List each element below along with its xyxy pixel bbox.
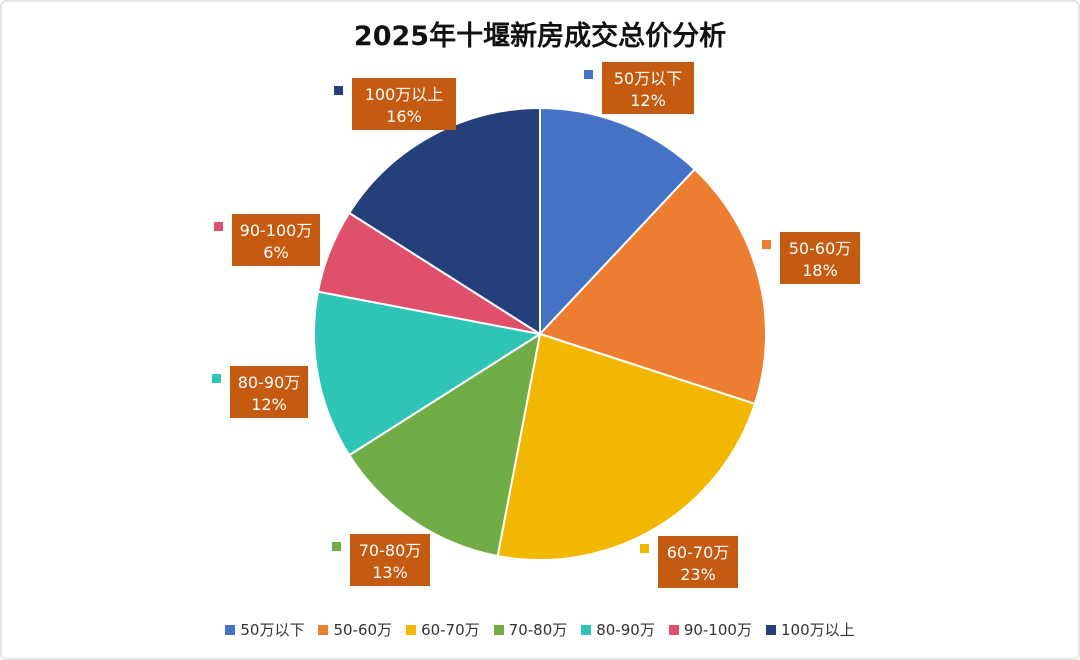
slice-label-swatch (332, 542, 341, 551)
legend-swatch (318, 624, 329, 635)
pie-slice-1 (539, 106, 697, 337)
legend-swatch (765, 624, 776, 635)
pie-slice-3 (496, 332, 757, 561)
slice-label-category: 100万以上 (365, 85, 444, 104)
slice-label-category: 80-90万 (238, 373, 301, 392)
slice-label-percent: 6% (263, 243, 288, 262)
slice-label-category: 70-80万 (359, 541, 422, 560)
slice-label-6: 90-100万 6% (214, 214, 320, 266)
pie-slice-5 (313, 290, 543, 457)
slice-label-percent: 16% (386, 107, 422, 126)
legend-label: 70-80万 (508, 621, 568, 639)
slice-label-7: 100万以上 16% (334, 78, 456, 130)
legend-item: 100万以上 (765, 619, 855, 640)
slice-label-box (230, 366, 308, 418)
legend-item: 50万以下 (225, 619, 304, 640)
slice-label-box (658, 536, 738, 588)
slice-label-category: 50-60万 (789, 239, 852, 258)
legend-label: 80-90万 (596, 621, 655, 639)
slice-label-box (232, 214, 320, 266)
legend-item: 70-80万 (493, 619, 568, 640)
legend-item: 60-70万 (406, 619, 480, 640)
chart-title: 2025年十堰新房成交总价分析 (353, 21, 727, 52)
legend-swatch (581, 624, 592, 635)
legend-swatch (406, 624, 417, 635)
slice-label-box (780, 232, 860, 284)
slice-label-percent: 12% (251, 395, 287, 414)
slice-label-box (350, 534, 430, 586)
legend-swatch (225, 624, 236, 635)
legend-item: 80-90万 (581, 619, 655, 640)
legend-label: 50万以下 (240, 621, 305, 639)
legend-label: 90-100万 (683, 621, 752, 639)
legend-item: 90-100万 (668, 619, 752, 640)
slice-label-swatch (334, 86, 343, 95)
pie-slice-7 (347, 106, 541, 336)
legend-label: 50-60万 (333, 621, 393, 639)
slice-label-percent: 13% (372, 563, 408, 582)
slice-label-swatch (640, 544, 649, 553)
legend-swatch (668, 624, 679, 635)
slice-label-percent: 18% (802, 261, 838, 280)
pie-slice-2 (538, 167, 767, 406)
slice-label-1: 50万以下 12% (584, 62, 694, 114)
slice-label-4: 70-80万 13% (332, 534, 430, 586)
slice-label-swatch (584, 70, 593, 79)
legend-item: 50-60万 (318, 619, 392, 640)
slice-label-swatch (762, 240, 771, 249)
legend-label: 60-70万 (421, 621, 480, 639)
chart-legend: 50万以下 50-60万 60-70万 70-80万 80-90万 90-100万 100万… (0, 619, 1080, 640)
slice-label-category: 50万以下 (614, 69, 682, 88)
slice-label-category: 60-70万 (667, 543, 730, 562)
slice-label-swatch (212, 374, 221, 383)
slice-label-category: 90-100万 (240, 221, 313, 240)
slice-label-5: 80-90万 12% (212, 366, 308, 418)
slice-label-percent: 23% (680, 565, 716, 584)
slice-label-percent: 12% (630, 91, 666, 110)
slice-label-2: 50-60万 18% (762, 232, 860, 284)
slice-label-swatch (214, 222, 223, 231)
legend-swatch (493, 624, 504, 635)
pie-slice-4 (347, 331, 542, 558)
slice-label-3: 60-70万 23% (640, 536, 738, 588)
legend-label: 100万以上 (780, 621, 855, 639)
slice-label-box (602, 62, 694, 114)
slice-label-box (352, 78, 456, 130)
